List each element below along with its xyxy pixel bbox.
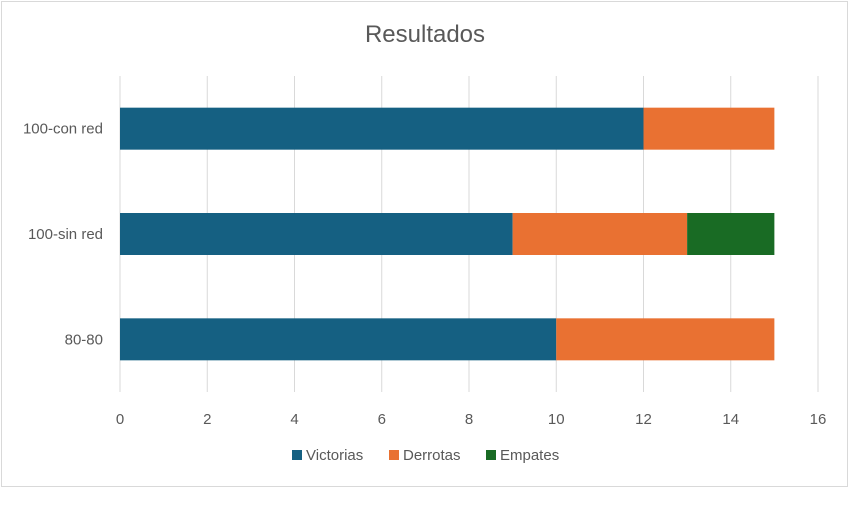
legend-swatch [389, 450, 399, 460]
x-tick-label: 16 [810, 411, 827, 428]
legend-label: Victorias [306, 447, 363, 464]
legend-label: Derrotas [403, 447, 461, 464]
legend-swatch [292, 450, 302, 460]
bar-derrotas [643, 107, 775, 150]
bar-empates [687, 213, 775, 255]
chart-title: Resultados [365, 21, 485, 48]
bar-victorias [120, 107, 644, 150]
legend: Victorias Derrotas Empates [292, 447, 559, 464]
bar-victorias [120, 318, 557, 361]
x-tick-label: 2 [203, 411, 211, 428]
bars [120, 107, 775, 361]
y-category-label: 100-sin red [28, 226, 103, 243]
x-tick-label: 0 [116, 411, 124, 428]
x-tick-label: 8 [465, 411, 473, 428]
legend-swatch [486, 450, 496, 460]
x-tick-label: 10 [548, 411, 565, 428]
bar-victorias [120, 213, 513, 255]
x-tick-label: 4 [290, 411, 298, 428]
y-axis-categories: 100-con red 100-sin red 80-80 [23, 121, 103, 349]
bar-derrotas [556, 318, 775, 361]
x-tick-label: 14 [722, 411, 739, 428]
bar-derrotas [512, 213, 688, 255]
legend-label: Empates [500, 447, 559, 464]
x-axis-ticks: 0 2 4 6 8 10 12 14 16 [116, 411, 827, 428]
x-tick-label: 6 [378, 411, 386, 428]
y-category-label: 100-con red [23, 121, 103, 138]
y-category-label: 80-80 [65, 331, 103, 348]
x-tick-label: 12 [635, 411, 652, 428]
